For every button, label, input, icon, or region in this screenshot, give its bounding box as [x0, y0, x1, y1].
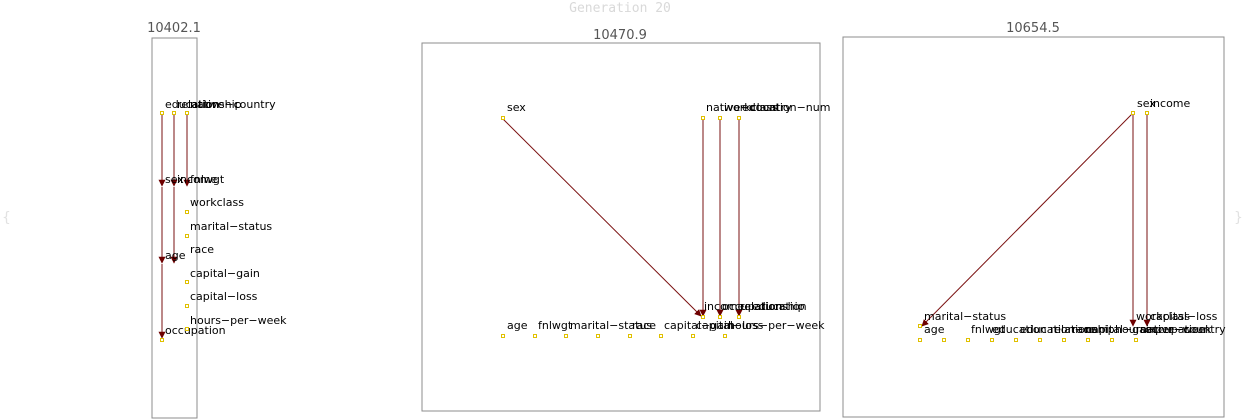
panel-3-score: 10654.5: [1006, 21, 1060, 36]
panel-2-marker-workclass: [718, 116, 722, 120]
panel-2-node-native-country: native−country: [706, 101, 792, 114]
panel-2-marker-occupation: [718, 315, 722, 319]
panel-3-node-capital-loss: capital−loss: [1150, 310, 1218, 323]
panel-3-node-hours-per-week: hours−per−week: [1115, 323, 1212, 336]
panel-3-node-race: race: [1072, 323, 1096, 336]
panel-1-node-education: education: [165, 98, 220, 111]
panel-2-marker-native-country: [701, 116, 705, 120]
panel-3-marker-workclass-2: [942, 338, 946, 342]
panel-1: 10402.1 education relationship native−co…: [147, 21, 287, 419]
panel-1-node-race: race: [190, 243, 214, 256]
panel-3-marker-hours-per-week: [1110, 338, 1114, 342]
panel-1-score: 10402.1: [147, 21, 201, 36]
panel-3-marker-income: [1145, 111, 1149, 115]
panel-3-marker-education-num: [1014, 338, 1018, 342]
panel-1-frame: [151, 37, 198, 419]
panel-2-score: 10470.9: [593, 28, 647, 43]
panel-3-node-capital-gain: capital−gain: [1086, 323, 1156, 336]
panel-2: 10470.9 sex native−country workclass edu…: [421, 28, 830, 412]
panel-1-node-hours-per-week: hours−per−week: [190, 314, 287, 327]
panel-2-node-income: income: [704, 300, 745, 313]
panel-2-node-workclass: workclass: [724, 101, 778, 114]
panel-3-node-native-country: native−country: [1140, 323, 1226, 336]
panel-3-node-sex: sex: [1137, 97, 1156, 110]
panel-2-node-sex: sex: [507, 101, 526, 114]
panel-3-marker-education: [990, 338, 994, 342]
panel-1-node-fnlwgt: fnlwgt: [190, 173, 225, 186]
panel-1-node-occupation: occupation: [165, 324, 226, 337]
panel-2-node-race: race: [632, 319, 656, 332]
panel-3-node-age: age: [924, 323, 945, 336]
panel-2-node-hours-per-week: hours−per−week: [728, 319, 825, 332]
panel-1-node-income: income: [177, 173, 218, 186]
generation-title: Generation 20: [569, 1, 671, 16]
panel-1-marker-capital-gain: [185, 280, 189, 284]
panel-2-marker-sex: [501, 116, 505, 120]
panel-3-node-education: education: [992, 323, 1047, 336]
panel-1-node-sex: sex: [165, 173, 184, 186]
panel-1-marker-hours-per-week: [185, 327, 189, 331]
panel-1-marker-relationship: [172, 111, 176, 115]
panel-2-marker-income: [701, 315, 705, 319]
panel-2-marker-relationship: [596, 334, 600, 338]
panel-3-marker-fnlwgt: [966, 338, 970, 342]
panel-3-marker-race: [1062, 338, 1066, 342]
panel-3-node-education-num: education−num: [1020, 323, 1108, 336]
panel-1-node-relationship: relationship: [177, 98, 242, 111]
panel-1-marker-education: [160, 111, 164, 115]
panel-3-marker-capital-gain: [1086, 338, 1090, 342]
panel-2-node-capital-gain: capital−gain: [664, 319, 734, 332]
panel-3-edge-sex-marital-status: [921, 112, 1134, 327]
panel-2-node-capital-loss: capital−loss: [696, 319, 764, 332]
left-bracket-hint: {: [2, 210, 11, 226]
panel-2-marker-fnlwgt: [533, 334, 537, 338]
panel-2-edge-sex-income: [502, 118, 702, 317]
right-bracket-hint: }: [1234, 210, 1242, 226]
panel-2-marker-age: [501, 334, 505, 338]
panel-2-node-education-num: education−num: [742, 101, 830, 114]
panel-3-marker-native-country: [1134, 338, 1138, 342]
panel-1-node-native-country: native−country: [190, 98, 276, 111]
panel-2-node-education: education: [752, 300, 807, 313]
panel-3-node-relationship: relationship: [1050, 323, 1115, 336]
panel-2-marker-capital-gain: [659, 334, 663, 338]
panel-1-marker-native-country: [185, 111, 189, 115]
panel-2-node-age: age: [507, 319, 528, 332]
panel-1-node-capital-loss: capital−loss: [190, 290, 258, 303]
panel-2-marker-education-num: [737, 116, 741, 120]
panel-3-node-marital-status: marital−status: [924, 310, 1006, 323]
panel-2-marker-marital-status: [564, 334, 568, 338]
panel-2-marker-capital-loss: [691, 334, 695, 338]
panel-3-node-workclass: workclass: [1136, 310, 1190, 323]
panel-2-node-relationship: relationship: [740, 300, 805, 313]
panel-1-node-capital-gain: capital−gain: [190, 267, 260, 280]
panel-1-node-marital-status: marital−status: [190, 220, 272, 233]
panel-3-marker-sex: [1131, 111, 1135, 115]
panel-2-frame: [421, 42, 821, 412]
panel-2-node-fnlwgt: fnlwgt: [538, 319, 573, 332]
panel-1-marker-occupation: [160, 338, 164, 342]
panel-3-node-fnlwgt: fnlwgt: [971, 323, 1006, 336]
panel-3-marker-age: [918, 338, 922, 342]
panel-3-marker-relationship: [1038, 338, 1042, 342]
panel-2-marker-hours-per-week: [723, 334, 727, 338]
panel-1-marker-capital-loss: [185, 304, 189, 308]
panel-3: 10654.5 sex income marital−status workcl…: [842, 21, 1226, 418]
panel-3-frame: [842, 36, 1225, 418]
panel-3-marker-marital-status: [918, 324, 922, 328]
panel-2-marker-race: [628, 334, 632, 338]
panel-3-node-income: income: [1150, 97, 1191, 110]
panel-1-marker-workclass: [185, 210, 189, 214]
panel-1-marker-marital-status: [185, 234, 189, 238]
panel-1-node-workclass: workclass: [190, 196, 244, 209]
panel-2-node-marital-status: marital−status: [570, 319, 652, 332]
panel-2-marker-education: [737, 315, 741, 319]
panel-3-node-occupation: occupation: [1145, 323, 1206, 336]
panel-2-node-occupation: occupation: [722, 300, 783, 313]
panel-1-node-age: age: [165, 249, 186, 262]
